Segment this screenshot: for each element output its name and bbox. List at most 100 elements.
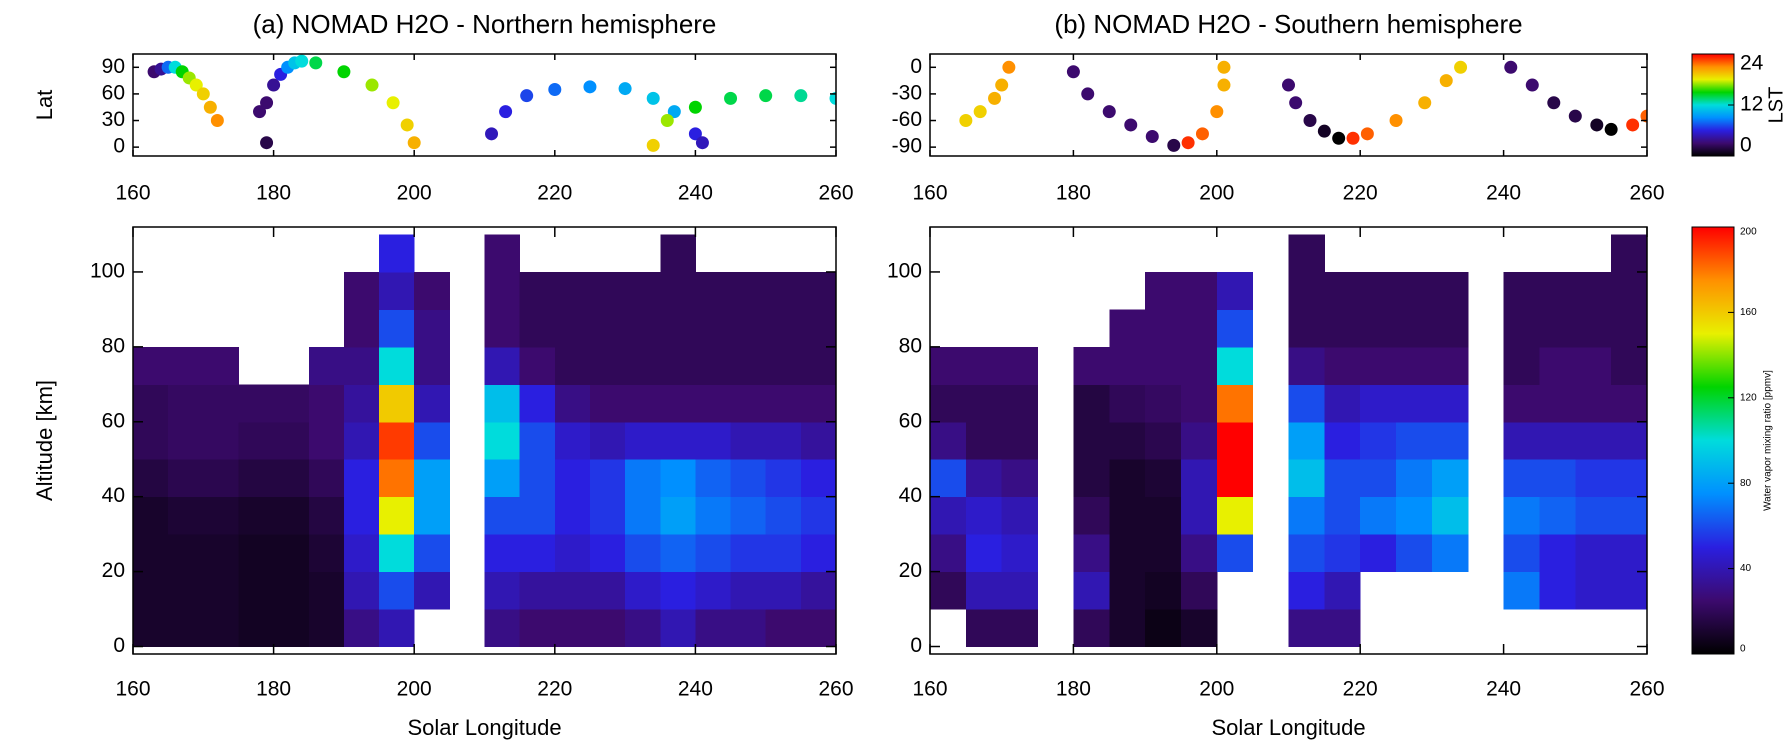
heat-cell <box>203 534 239 573</box>
heat-cell <box>625 571 661 610</box>
heat-cell <box>1216 496 1254 535</box>
heat-cell <box>930 496 967 535</box>
heat-cell <box>203 571 239 610</box>
heat-cell <box>1145 571 1182 610</box>
heat-cell <box>1396 496 1433 535</box>
heat-cell <box>519 571 556 610</box>
heat-cell <box>379 459 415 498</box>
heat-cell <box>660 496 696 535</box>
y-axis-label: Lat <box>32 90 57 121</box>
heat-cell <box>273 459 310 498</box>
heat-cell <box>554 571 591 610</box>
heat-cell <box>1324 346 1361 385</box>
heat-cell <box>660 609 696 648</box>
y-tick-label: 0 <box>113 634 125 657</box>
heat-cell <box>1396 534 1433 573</box>
colorbar-tick-label: 0 <box>1740 134 1752 157</box>
heat-cell <box>484 309 521 348</box>
heat-cell <box>1431 271 1469 310</box>
heat-cell <box>1288 271 1325 310</box>
colorbar-label: Water vapor mixing ratio [ppmv] <box>1763 370 1774 511</box>
heat-cell <box>589 571 626 610</box>
y-tick-label: 90 <box>102 55 125 78</box>
heat-cell <box>1324 421 1361 460</box>
heat-cell <box>625 496 661 535</box>
track-point <box>973 105 987 119</box>
track-point <box>309 56 323 70</box>
track-point <box>189 78 203 92</box>
heat-cell <box>1503 384 1540 423</box>
heat-cell <box>1611 421 1647 460</box>
heat-cell <box>965 421 1003 460</box>
track-point <box>337 65 351 79</box>
track-point <box>1439 74 1453 88</box>
y-tick-label: 0 <box>910 634 922 657</box>
track-point <box>667 105 681 119</box>
x-tick-label: 240 <box>1486 182 1521 205</box>
y-tick-label: 100 <box>90 259 125 282</box>
heat-cell <box>730 496 767 535</box>
heat-cell <box>1503 421 1540 460</box>
x-tick-label: 180 <box>1056 182 1091 205</box>
x-axis-label: Solar Longitude <box>1211 715 1365 740</box>
colorbar-tick-label: 120 <box>1740 392 1757 403</box>
heat-cell <box>930 459 967 498</box>
heat-cell <box>519 534 556 573</box>
heat-cell <box>660 571 696 610</box>
heat-cell <box>1539 571 1576 610</box>
heat-cell <box>625 271 661 310</box>
heat-cell <box>554 459 591 498</box>
heat-cell <box>554 534 591 573</box>
heat-cell <box>343 384 380 423</box>
heat-cell <box>1503 571 1540 610</box>
heat-cell <box>519 459 556 498</box>
track-point <box>1590 118 1604 132</box>
heat-cell <box>1360 309 1397 348</box>
heat-cell <box>930 534 967 573</box>
heat-cell <box>168 346 204 385</box>
track-point <box>724 91 738 105</box>
track-point <box>499 105 513 119</box>
heat-cell <box>660 421 696 460</box>
track-point <box>618 82 632 96</box>
colorbar-label: LST <box>1765 87 1787 124</box>
x-tick-label: 160 <box>115 182 150 205</box>
heat-cell <box>1073 346 1110 385</box>
track-point <box>1346 131 1360 145</box>
heat-cell <box>484 496 521 535</box>
heat-cell <box>1073 459 1110 498</box>
heat-cell <box>1180 384 1218 423</box>
heat-cell <box>133 571 169 610</box>
heat-cell <box>1145 309 1182 348</box>
heat-cell <box>1503 496 1540 535</box>
heat-cell <box>1611 384 1647 423</box>
heat-cell <box>379 309 415 348</box>
heat-cell <box>1288 346 1325 385</box>
heat-cell <box>308 571 345 610</box>
heat-cell <box>765 571 802 610</box>
heat-cell <box>1324 384 1361 423</box>
plot-frame <box>132 226 837 655</box>
colorbar-tick-label: 0 <box>1740 644 1746 655</box>
heat-cell <box>730 346 767 385</box>
heat-cell <box>1324 609 1361 648</box>
heat-cell <box>1145 421 1182 460</box>
heat-cell <box>519 421 556 460</box>
heat-cell <box>1575 346 1612 385</box>
heat-cell <box>589 309 626 348</box>
heat-cell <box>554 309 591 348</box>
heat-cell <box>133 459 169 498</box>
colorbar-tick-label: 80 <box>1740 478 1752 489</box>
heat-cell <box>1145 496 1182 535</box>
heat-cell <box>379 534 415 573</box>
track-point <box>253 105 267 119</box>
track-point <box>1217 60 1231 74</box>
heat-cell <box>1431 534 1469 573</box>
track-point <box>1418 96 1432 110</box>
heat-cell <box>1001 384 1039 423</box>
y-tick-label: 40 <box>102 484 125 507</box>
heat-cell <box>273 421 310 460</box>
track-point <box>485 127 499 141</box>
heat-cell <box>800 534 836 573</box>
heat-cell <box>1396 459 1433 498</box>
